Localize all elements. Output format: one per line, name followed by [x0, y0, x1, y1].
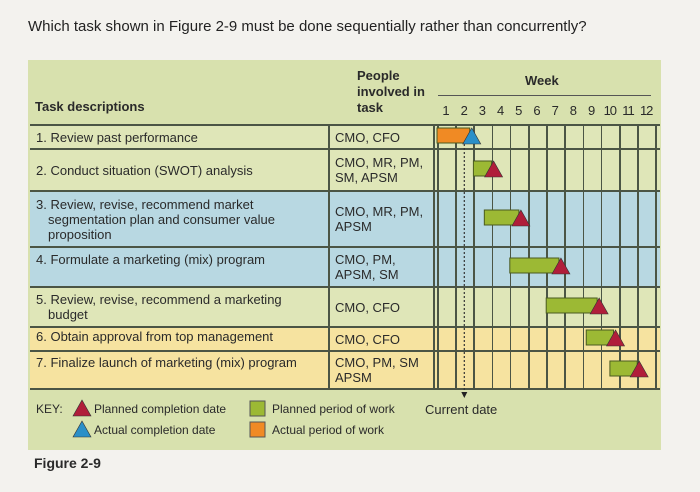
week-rule [438, 95, 651, 96]
figure-label: Figure 2-9 [34, 455, 101, 471]
task-bar [509, 257, 560, 274]
week-tick-label: 12 [639, 103, 653, 118]
week-gridline [564, 124, 566, 389]
question-text: Which task shown in Figure 2-9 must be d… [28, 18, 587, 35]
task-people: CMO, MR, PM, APSM [335, 204, 424, 234]
task-description: 1. Review past performance [36, 129, 198, 145]
week-tick-label: 7 [551, 103, 559, 118]
grid-bottom [30, 388, 660, 390]
task-people: CMO, PM, SM APSM [335, 355, 419, 385]
week-tick-label: 4 [496, 103, 505, 118]
week-gridline [546, 124, 548, 389]
planned-completion-marker [511, 209, 531, 227]
header-people: People involved in task [357, 68, 425, 115]
week-tick-label: 3 [478, 103, 486, 118]
week-gridline [655, 124, 657, 389]
week-gridline [491, 124, 494, 389]
column-divider [433, 124, 435, 389]
week-gridline [528, 124, 530, 389]
week-gridline [600, 124, 603, 389]
task-row: 6. Obtain approval from top management CM… [30, 326, 660, 352]
task-description: 5. Review, revise, recommend a marketing… [36, 292, 282, 322]
legend-actual-period: Actual period of work [272, 423, 385, 437]
planned-completion-marker [606, 329, 626, 347]
current-date-arrow [461, 392, 468, 398]
week-gridline [437, 124, 439, 389]
legend-planned-swatch-icon [249, 400, 266, 417]
planned-completion-marker [589, 297, 609, 315]
task-row: 2. Conduct situation (SWOT) analysis CMO,… [30, 148, 660, 192]
week-tick-label: 10 [603, 103, 617, 118]
week-gridline [582, 124, 585, 389]
task-people: CMO, CFO [335, 331, 400, 347]
planned-completion-marker [484, 160, 504, 178]
legend-planned-completion: Planned completion date [94, 402, 227, 416]
week-tick-label: 11 [622, 103, 635, 118]
planned-completion-marker [629, 360, 649, 378]
header-week: Week [525, 73, 559, 88]
header-task-descriptions: Task descriptions [35, 99, 145, 114]
task-people: CMO, MR, PM, SM, APSM [335, 155, 424, 185]
week-tick-label: 1 [442, 103, 450, 118]
task-people: CMO, CFO [335, 129, 400, 145]
task-bar [545, 297, 598, 314]
task-row: 3. Review, revise, recommend market segm… [30, 190, 660, 248]
task-row: 1. Review past performance CMO, CFO [30, 124, 660, 150]
task-description: 3. Review, revise, recommend market segm… [36, 196, 275, 242]
key-label: KEY: [36, 402, 63, 416]
week-tick-label: 9 [587, 103, 596, 118]
legend-current-date: Current date [425, 402, 498, 417]
task-description: 7. Finalize launch of marketing (mix) pr… [36, 355, 297, 370]
task-description: 4. Formulate a marketing (mix) program [36, 252, 266, 267]
planned-completion-marker [551, 257, 571, 275]
week-gridline [509, 124, 512, 389]
week-tick-label: 5 [515, 103, 523, 118]
actual-completion-marker [462, 127, 482, 145]
week-gridline [455, 124, 457, 389]
task-people: CMO, PM, APSM, SM [335, 252, 399, 282]
week-gridline [619, 124, 621, 389]
week-gridline [473, 124, 475, 389]
legend-planned-triangle-icon [72, 399, 92, 417]
task-row: 7. Finalize launch of marketing (mix) pr… [30, 350, 660, 390]
week-gridline [637, 124, 639, 389]
week-tick-label: 2 [460, 103, 468, 118]
column-divider [328, 124, 330, 389]
task-people: CMO, CFO [335, 299, 400, 315]
task-description: 2. Conduct situation (SWOT) analysis [36, 162, 253, 178]
legend-actual-triangle-icon [72, 420, 92, 438]
week-tick-label: 6 [533, 103, 541, 118]
legend-actual-completion: Actual completion date [94, 423, 216, 437]
legend-actual-swatch-icon [249, 421, 266, 438]
week-tick-label: 8 [569, 103, 577, 118]
legend-planned-period: Planned period of work [272, 402, 395, 416]
task-description: 6. Obtain approval from top management [36, 329, 274, 344]
